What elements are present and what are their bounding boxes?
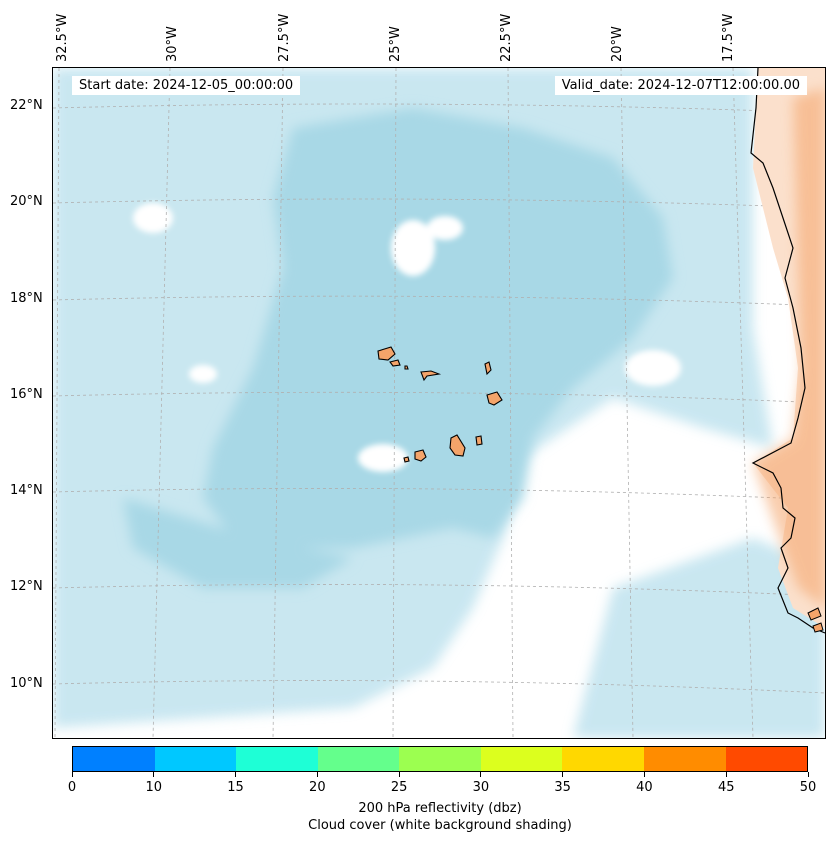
colorbar-tick bbox=[153, 772, 155, 777]
island-santo-antao bbox=[377, 346, 396, 361]
colorbar-tick bbox=[71, 772, 73, 777]
colorbar-segment bbox=[399, 747, 481, 771]
colorbar-tick-label: 10 bbox=[145, 780, 163, 795]
island-boa-vista bbox=[486, 391, 503, 406]
lon-label-30w: 30°W bbox=[165, 26, 180, 62]
colorbar-tick bbox=[643, 772, 645, 777]
colorbar-tick-label: 40 bbox=[636, 780, 653, 795]
colorbar-tick bbox=[807, 772, 809, 777]
valid-date-label: Valid_date: 2024-12-07T12:00:00.00 bbox=[554, 76, 807, 95]
colorbar-tick-label: 25 bbox=[390, 780, 408, 795]
cloud-clear-patches bbox=[133, 203, 681, 498]
africa-land bbox=[750, 68, 825, 634]
colorbar-segment bbox=[236, 747, 318, 771]
cape-verde-islands bbox=[377, 346, 503, 463]
colorbar-tick bbox=[725, 772, 727, 777]
graticule bbox=[53, 68, 825, 738]
colorbar-tick-label: 45 bbox=[717, 780, 735, 795]
colorbar-tick bbox=[398, 772, 400, 777]
lat-label-20n: 20°N bbox=[10, 194, 43, 209]
lon-label-25w: 25°W bbox=[388, 26, 403, 62]
colorbar-label: 200 hPa reflectivity (dbz) bbox=[358, 801, 522, 816]
island-santiago bbox=[449, 434, 466, 457]
colorbar-tick bbox=[316, 772, 318, 777]
lon-label-20w: 20°W bbox=[610, 26, 625, 62]
lat-label-12n: 12°N bbox=[10, 579, 43, 594]
lat-label-22n: 22°N bbox=[10, 98, 43, 113]
colorbar-tick bbox=[562, 772, 564, 777]
island-santa-luzia bbox=[404, 365, 409, 370]
colorbar-segment bbox=[643, 747, 726, 771]
island-fogo bbox=[414, 449, 427, 462]
lat-label-10n: 10°N bbox=[10, 676, 43, 691]
colorbar-segment bbox=[317, 747, 400, 771]
start-date-label: Start date: 2024-12-05_00:00:00 bbox=[72, 76, 301, 95]
colorbar-segment bbox=[725, 747, 808, 771]
island-maio bbox=[475, 435, 483, 446]
map-panel bbox=[52, 67, 826, 739]
island-sao-nicolau bbox=[420, 370, 442, 382]
colorbar-segment bbox=[480, 747, 563, 771]
colorbar bbox=[72, 746, 808, 772]
map-canvas bbox=[53, 68, 825, 738]
colorbar-tick-label: 20 bbox=[309, 780, 326, 795]
colorbar-tick-label: 30 bbox=[472, 780, 490, 795]
bissagos-islands bbox=[807, 607, 824, 633]
colorbar-tick-label: 50 bbox=[799, 780, 817, 795]
lat-label-16n: 16°N bbox=[10, 387, 43, 402]
colorbar-sublabel: Cloud cover (white background shading) bbox=[308, 818, 572, 833]
island-sal bbox=[484, 361, 492, 376]
colorbar-tick-label: 0 bbox=[67, 780, 77, 795]
colorbar-tick-label: 35 bbox=[554, 780, 571, 795]
colorbar-segment bbox=[562, 747, 644, 771]
colorbar-tick bbox=[480, 772, 482, 777]
lon-label-22-5w: 22.5°W bbox=[499, 13, 514, 62]
coastline bbox=[750, 68, 825, 634]
lon-label-27-5w: 27.5°W bbox=[277, 13, 292, 62]
lon-label-32-5w: 32.5°W bbox=[55, 13, 70, 62]
cloud-cover-dense bbox=[123, 108, 673, 588]
lat-label-14n: 14°N bbox=[10, 483, 43, 498]
colorbar-tick-label: 15 bbox=[227, 780, 244, 795]
colorbar-tick bbox=[235, 772, 237, 777]
lat-label-18n: 18°N bbox=[10, 291, 43, 306]
colorbar-segment bbox=[154, 747, 237, 771]
lon-label-17-5w: 17.5°W bbox=[721, 13, 736, 62]
island-brava bbox=[403, 456, 410, 463]
island-sao-vicente bbox=[389, 359, 401, 367]
colorbar-segment bbox=[73, 747, 155, 771]
